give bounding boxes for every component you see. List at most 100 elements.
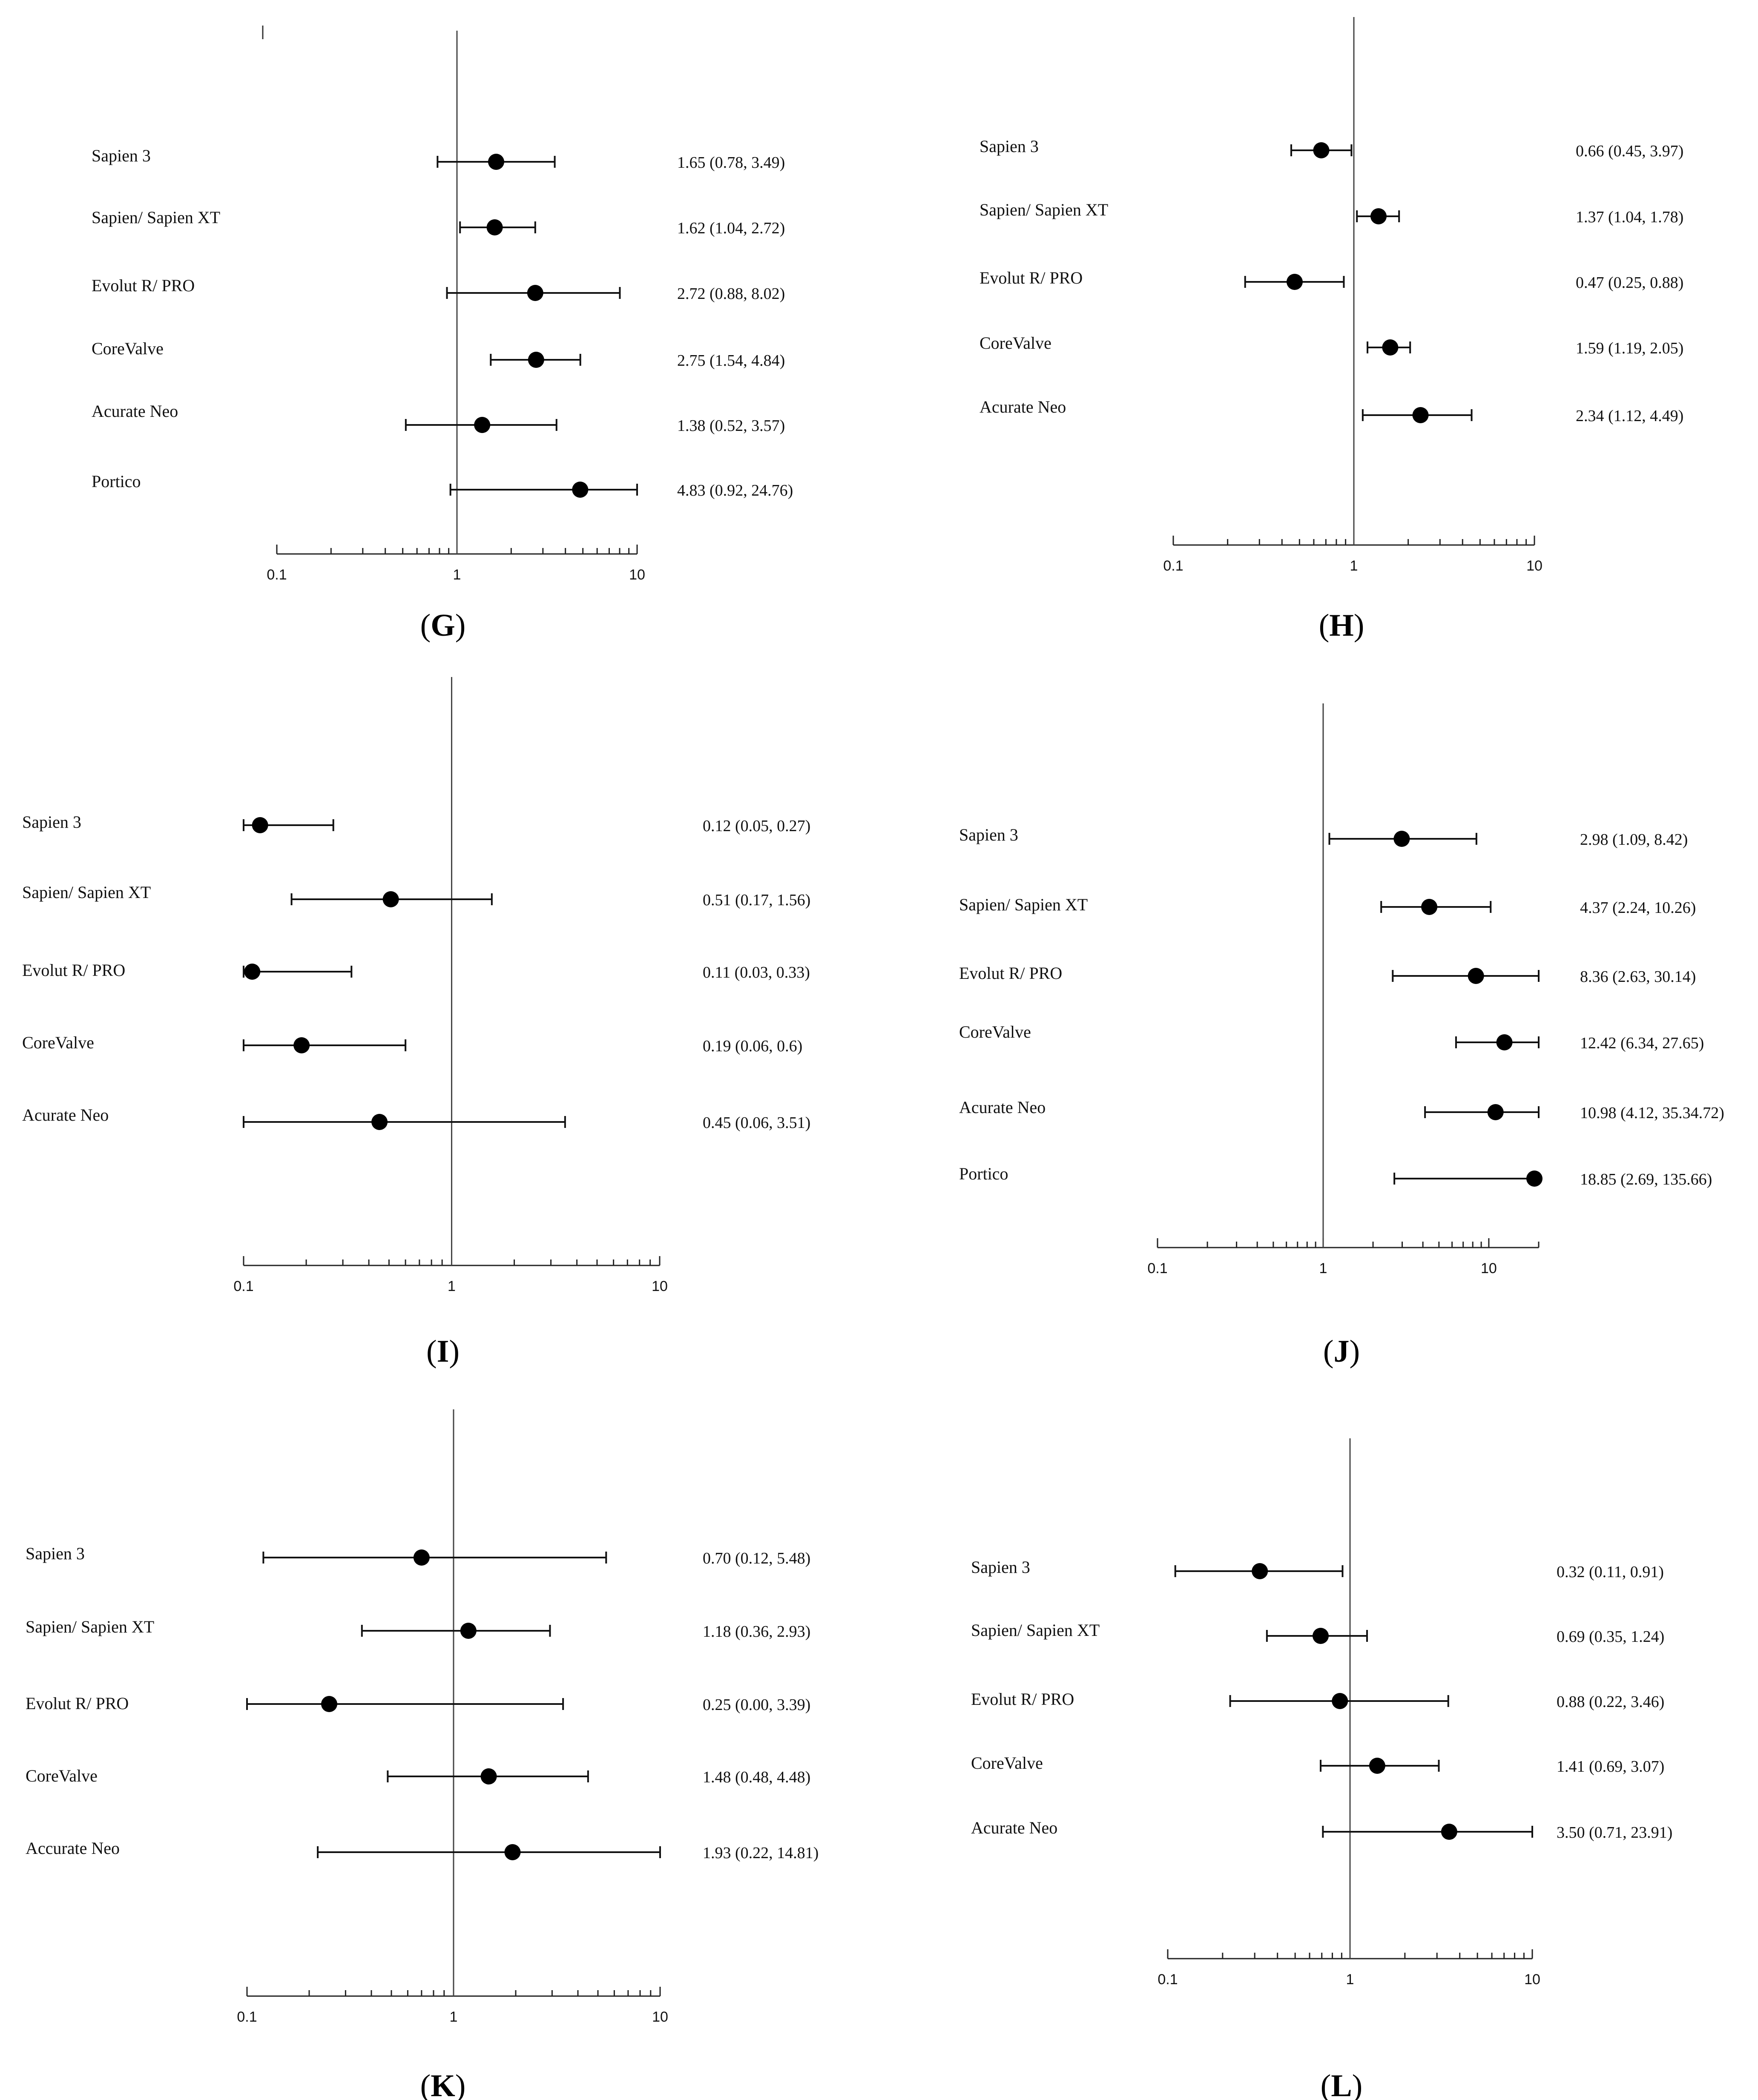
x-tick-label: 0.1 (1163, 558, 1183, 574)
row-label: Evolut R/ PRO (92, 276, 195, 295)
x-tick-label: 0.1 (1147, 1260, 1167, 1277)
estimate-ci-text: 0.66 (0.45, 3.97) (1576, 142, 1683, 160)
row-label: Evolut R/ PRO (971, 1690, 1074, 1709)
estimate-ci-text: 8.36 (2.63, 30.14) (1580, 968, 1696, 986)
estimate-ci-text: 2.72 (0.88, 8.02) (677, 285, 785, 303)
point-estimate (1441, 1824, 1457, 1840)
x-tick-label: 1 (453, 567, 461, 583)
row-label: CoreValve (971, 1753, 1043, 1773)
point-estimate (486, 219, 503, 235)
point-estimate (474, 417, 491, 433)
x-tick-label: 10 (629, 567, 645, 583)
row-label: CoreValve (26, 1766, 98, 1785)
x-tick-label: 0.1 (237, 2009, 257, 2025)
row-label: Acurate Neo (980, 397, 1066, 416)
point-estimate (321, 1696, 338, 1712)
point-estimate (572, 482, 589, 498)
estimate-ci-text: 0.47 (0.25, 0.88) (1576, 274, 1683, 292)
point-estimate (252, 817, 268, 833)
row-label: Sapien/ Sapien XT (26, 1617, 154, 1636)
estimate-ci-text: 0.19 (0.06, 0.6) (703, 1037, 802, 1055)
row-label: Sapien/ Sapien XT (22, 883, 151, 902)
row-label: Acurate Neo (92, 402, 178, 421)
estimate-ci-text: 1.41 (0.69, 3.07) (1557, 1758, 1664, 1776)
point-estimate (1286, 274, 1303, 290)
point-estimate (293, 1037, 310, 1053)
row-label: Portico (959, 1164, 1008, 1183)
estimate-ci-text: 4.83 (0.92, 24.76) (677, 482, 793, 499)
estimate-ci-text: 10.98 (4.12, 35.34.72) (1580, 1104, 1724, 1122)
row-label: Sapien 3 (959, 825, 1018, 844)
point-estimate (488, 154, 504, 170)
estimate-ci-text: 2.98 (1.09, 8.42) (1580, 831, 1688, 849)
x-tick-label: 1 (1319, 1260, 1327, 1277)
x-tick-label: 0.1 (233, 1278, 253, 1294)
estimate-ci-text: 12.42 (6.34, 27.65) (1580, 1034, 1704, 1052)
point-estimate (1468, 968, 1484, 984)
point-estimate (1412, 407, 1429, 423)
forest-panel-j: 0.1 1 10 Sapien 3 2.98 (1.09, 8.42) Sapien/ S… (959, 703, 1724, 1369)
point-estimate (1370, 208, 1387, 224)
panel-label: (G) (420, 608, 466, 643)
row-label: CoreValve (980, 333, 1051, 353)
row-label: CoreValve (959, 1022, 1031, 1041)
row-label: Sapien 3 (971, 1558, 1030, 1577)
point-estimate (1487, 1104, 1504, 1120)
point-estimate (480, 1768, 497, 1784)
x-tick-label: 1 (448, 1278, 456, 1294)
estimate-ci-text: 1.18 (0.36, 2.93) (703, 1623, 810, 1641)
estimate-ci-text: 0.25 (0.00, 3.39) (703, 1696, 810, 1714)
x-tick-label: 10 (1481, 1260, 1497, 1277)
point-estimate (1393, 831, 1410, 847)
x-tick-label: 10 (1524, 1971, 1540, 1988)
estimate-ci-text: 1.93 (0.22, 14.81) (703, 1844, 819, 1862)
row-label: Sapien 3 (22, 812, 81, 832)
x-tick-label: 1 (1350, 558, 1358, 574)
point-estimate (244, 964, 261, 980)
estimate-ci-text: 4.37 (2.24, 10.26) (1580, 899, 1696, 917)
forest-panel-l: 0.1 1 10 Sapien 3 0.32 (0.11, 0.91) Sapien/ S… (971, 1438, 1672, 2100)
point-estimate (1369, 1758, 1385, 1774)
point-estimate (527, 285, 543, 301)
estimate-ci-text: 1.59 (1.19, 2.05) (1576, 339, 1683, 357)
point-estimate (371, 1114, 388, 1130)
estimate-ci-text: 0.70 (0.12, 5.48) (703, 1549, 810, 1567)
row-label: Evolut R/ PRO (26, 1694, 129, 1713)
estimate-ci-text: 0.45 (0.06, 3.51) (703, 1114, 810, 1132)
row-label: Sapien/ Sapien XT (971, 1621, 1100, 1640)
row-label: CoreValve (92, 339, 164, 358)
point-estimate (1313, 1628, 1329, 1644)
row-label: Portico (92, 472, 141, 491)
row-label: Evolut R/ PRO (980, 268, 1083, 287)
estimate-ci-text: 0.32 (0.11, 0.91) (1557, 1563, 1664, 1581)
point-estimate (1526, 1170, 1543, 1187)
forest-panel-g: 0.1 1 10 Sapien 3 1.65 (0.78, 3.49) Sapien/ S… (92, 26, 793, 643)
panel-label: (L) (1321, 2068, 1363, 2100)
estimate-ci-text: 1.37 (1.04, 1.78) (1576, 208, 1683, 226)
x-tick-label: 10 (1526, 558, 1543, 574)
x-tick-label: 10 (652, 2009, 668, 2025)
point-estimate (1252, 1563, 1268, 1579)
estimate-ci-text: 0.11 (0.03, 0.33) (703, 964, 810, 981)
point-estimate (1313, 142, 1330, 158)
estimate-ci-text: 1.38 (0.52, 3.57) (677, 417, 785, 435)
row-label: Acurate Neo (959, 1098, 1046, 1117)
estimate-ci-text: 0.12 (0.05, 0.27) (703, 817, 810, 835)
x-tick-label: 10 (652, 1278, 668, 1294)
estimate-ci-text: 2.34 (1.12, 4.49) (1576, 407, 1683, 425)
row-label: CoreValve (22, 1033, 94, 1052)
point-estimate (1382, 339, 1399, 356)
estimate-ci-text: 1.48 (0.48, 4.48) (703, 1768, 810, 1786)
forest-panel-i: 0.1 1 10 Sapien 3 0.12 (0.05, 0.27) Sapien/ S… (22, 677, 810, 1369)
forest-panel-k: 0.1 1 10 Sapien 3 0.70 (0.12, 5.48) Sapien/ S… (26, 1409, 819, 2100)
estimate-ci-text: 0.88 (0.22, 3.46) (1557, 1693, 1664, 1711)
row-label: Acurate Neo (971, 1818, 1057, 1837)
row-label: Sapien/ Sapien XT (980, 200, 1108, 219)
panel-label: (K) (420, 2068, 466, 2100)
estimate-ci-text: 3.50 (0.71, 23.91) (1557, 1824, 1672, 1842)
row-label: Evolut R/ PRO (959, 964, 1062, 983)
row-label: Accurate Neo (26, 1839, 120, 1858)
estimate-ci-text: 2.75 (1.54, 4.84) (677, 352, 785, 370)
x-tick-label: 0.1 (267, 567, 287, 583)
row-label: Acurate Neo (22, 1105, 109, 1125)
